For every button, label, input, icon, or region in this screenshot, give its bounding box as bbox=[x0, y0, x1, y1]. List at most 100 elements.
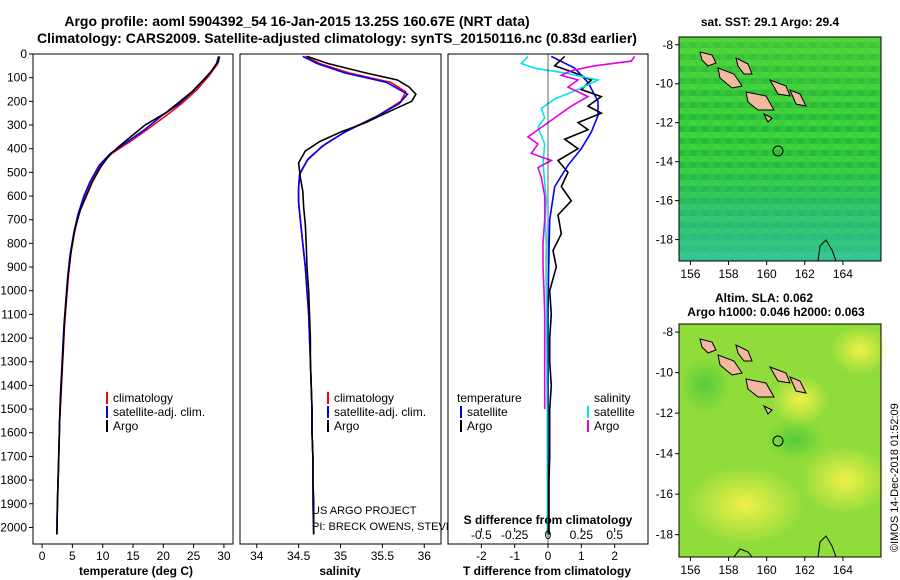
x-tick-label: 36 bbox=[418, 549, 432, 563]
map-y-tick-label: -14 bbox=[656, 155, 674, 169]
sla-anomaly-high bbox=[685, 465, 805, 545]
island-shape bbox=[699, 338, 717, 354]
sst-land bbox=[699, 51, 807, 123]
temperature-panel: 0 5 10 15 20 25 30 0 100 200 300 400 500 600 700 800 90… bbox=[0, 47, 234, 578]
series-line-argo bbox=[297, 55, 417, 535]
imos-stamp: ©IMOS 14-Dec-2018 01:52:09 bbox=[889, 403, 900, 552]
x-tick-label: -2 bbox=[476, 549, 487, 563]
island-shape bbox=[768, 366, 791, 384]
series-line-s-satellite bbox=[519, 55, 601, 535]
map-x-tick-label: 162 bbox=[795, 267, 815, 281]
depth-tick-label: 1300 bbox=[0, 355, 27, 369]
depth-tick-label: 200 bbox=[7, 94, 27, 108]
sla-land bbox=[699, 338, 807, 415]
map-x-tick-label: 158 bbox=[719, 267, 739, 281]
island-shape bbox=[768, 79, 791, 97]
series-line-t-argo bbox=[548, 55, 604, 535]
legend-temperature-header: temperature bbox=[457, 391, 522, 405]
legend-argo-label: Argo bbox=[113, 419, 139, 433]
sst-float-marker bbox=[772, 145, 784, 157]
sst-map-frame bbox=[678, 36, 882, 262]
credit-line-1: US ARGO PROJECT bbox=[312, 505, 417, 517]
figure-title-line1: Argo profile: aoml 5904392_54 16-Jan-201… bbox=[64, 13, 529, 29]
x-tick-label: 25 bbox=[187, 549, 201, 563]
map-x-tick-label: 156 bbox=[680, 563, 700, 577]
island-shape bbox=[699, 51, 717, 67]
map-x-tick-label: 156 bbox=[680, 267, 700, 281]
sla-map-ticks: 156 158 160 162 164 -8 -10 -12 -14 -16 -18 bbox=[656, 325, 854, 577]
map-x-tick-label: 160 bbox=[757, 563, 777, 577]
salinity-panel: 34 34.5 35 35.5 36 salinity climatology sate… bbox=[239, 53, 569, 578]
island-shape bbox=[745, 378, 775, 398]
x-tick-label: 15 bbox=[126, 549, 140, 563]
map-x-tick-label: 164 bbox=[833, 267, 853, 281]
difference-series-group bbox=[519, 54, 636, 544]
legend-t-argo-label: Argo bbox=[467, 419, 493, 433]
s-tick-label: 0.5 bbox=[606, 528, 623, 542]
x-tick-label: 1 bbox=[578, 549, 585, 563]
depth-tick-label: 2000 bbox=[0, 520, 27, 534]
map-y-tick-label: -18 bbox=[656, 528, 674, 542]
sst-map-title: sat. SST: 29.1 Argo: 29.4 bbox=[701, 15, 840, 29]
sla-anomaly-low bbox=[680, 357, 730, 413]
depth-tick-label: 300 bbox=[7, 118, 27, 132]
x-tick-label: 0 bbox=[545, 549, 552, 563]
legend-salinity-header: salinity bbox=[594, 391, 631, 405]
depth-tick-label: 700 bbox=[7, 213, 27, 227]
sla-map-title-line1: Altim. SLA: 0.062 bbox=[715, 291, 813, 305]
difference-x-ticks: -2 -1 0 1 2 bbox=[476, 544, 618, 563]
depth-tick-label: 1600 bbox=[0, 426, 27, 440]
sst-map-panel: sat. SST: 29.1 Argo: 29.4 156 158 160 162 16… bbox=[656, 15, 882, 281]
s-difference-tick-labels: -0.5 -0.25 0 0.25 0.5 bbox=[471, 528, 623, 542]
map-y-tick-label: -10 bbox=[656, 77, 674, 91]
series-line-argo bbox=[56, 56, 220, 535]
s-tick-label: 0.25 bbox=[570, 528, 594, 542]
depth-tick-label: 1200 bbox=[0, 331, 27, 345]
map-y-tick-label: -8 bbox=[662, 38, 673, 52]
depth-tick-label: 400 bbox=[7, 142, 27, 156]
island-shape bbox=[745, 91, 775, 111]
legend-satellite-label: satellite-adj. clim. bbox=[113, 405, 205, 419]
temperature-x-ticks: 0 5 10 15 20 25 30 bbox=[39, 544, 231, 563]
island-shape bbox=[789, 376, 807, 394]
depth-tick-label: 600 bbox=[7, 189, 27, 203]
legend-s-argo-label: Argo bbox=[594, 419, 620, 433]
legend-t-satellite-label: satellite bbox=[467, 405, 508, 419]
x-tick-label: 5 bbox=[69, 549, 76, 563]
depth-tick-label: 1900 bbox=[0, 497, 27, 511]
island-shape bbox=[717, 354, 743, 376]
x-tick-label: 34.5 bbox=[287, 549, 311, 563]
s-difference-axis-label: S difference from climatology bbox=[464, 513, 633, 527]
temperature-plot-frame bbox=[32, 53, 234, 545]
imos-stamp-container: ©IMOS 14-Dec-2018 01:52:09 bbox=[886, 292, 900, 562]
depth-tick-label: 1500 bbox=[0, 402, 27, 416]
map-y-tick-label: -12 bbox=[656, 406, 674, 420]
temperature-legend: climatology satellite-adj. clim. Argo bbox=[106, 391, 205, 433]
x-tick-label: 10 bbox=[96, 549, 110, 563]
island-shape bbox=[789, 89, 807, 107]
x-tick-label: 20 bbox=[157, 549, 171, 563]
x-tick-label: 35.5 bbox=[371, 549, 395, 563]
legend-satellite-label: satellite-adj. clim. bbox=[334, 405, 426, 419]
map-x-tick-label: 164 bbox=[833, 563, 853, 577]
map-y-tick-label: -8 bbox=[662, 325, 673, 339]
map-y-tick-label: -12 bbox=[656, 116, 674, 130]
map-x-tick-label: 160 bbox=[757, 267, 777, 281]
island-shape bbox=[735, 57, 753, 75]
difference-legend: temperature salinity satellite Argo sate… bbox=[457, 391, 635, 433]
depth-tick-label: 1000 bbox=[0, 284, 27, 298]
sla-anomaly-high bbox=[800, 445, 890, 515]
sla-map-title-line2: Argo h1000: 0.046 h2000: 0.063 bbox=[687, 305, 865, 319]
depth-tick-label: 1100 bbox=[1, 307, 27, 321]
legend-s-satellite-label: satellite bbox=[594, 405, 635, 419]
map-y-tick-label: -16 bbox=[656, 487, 674, 501]
x-tick-label: 30 bbox=[217, 549, 231, 563]
salinity-legend: climatology satellite-adj. clim. Argo bbox=[327, 391, 426, 433]
sla-map-frame bbox=[678, 323, 882, 558]
salinity-series-group bbox=[297, 55, 417, 535]
sst-map-ticks: 156 158 160 162 164 -8 -10 -12 -14 -16 -18 bbox=[656, 38, 854, 281]
legend-argo-label: Argo bbox=[334, 419, 360, 433]
island-shape bbox=[717, 67, 743, 89]
sla-anomaly-high bbox=[830, 325, 890, 375]
sla-coastline-southwest bbox=[733, 548, 753, 558]
